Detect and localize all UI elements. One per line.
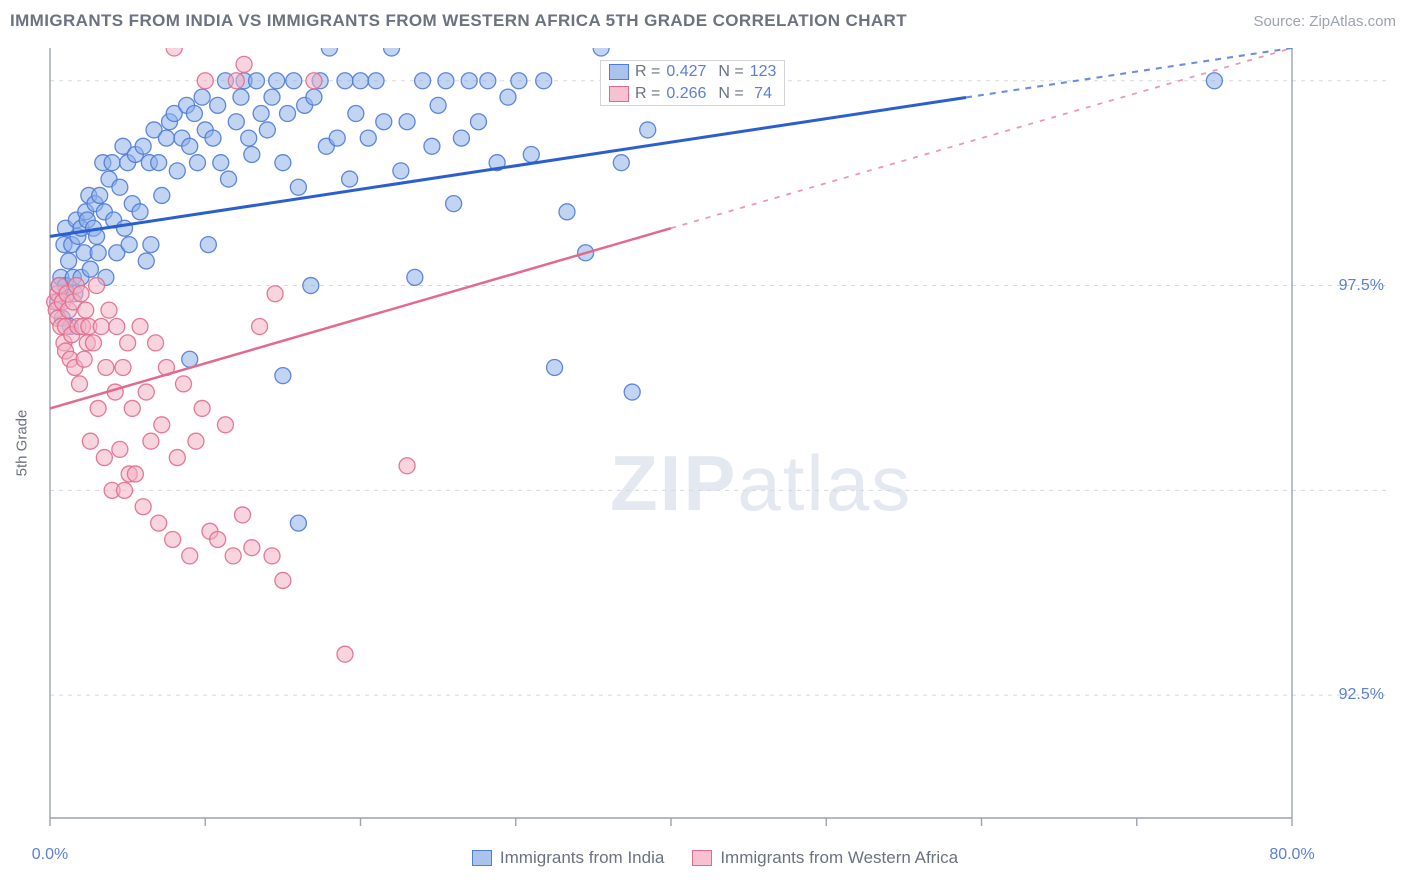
- x-tick-label: 0.0%: [32, 846, 68, 864]
- legend-swatch: [472, 850, 492, 866]
- series-legend-label: Immigrants from India: [500, 848, 664, 868]
- chart-title: IMMIGRANTS FROM INDIA VS IMMIGRANTS FROM…: [10, 11, 907, 31]
- y-axis-label: 5th Grade: [14, 410, 31, 477]
- series-legend: Immigrants from India Immigrants from Wes…: [40, 848, 1390, 868]
- x-tick-labels: 0.0%80.0%: [40, 48, 1390, 838]
- chart-source: Source: ZipAtlas.com: [1253, 13, 1396, 30]
- chart-header: IMMIGRANTS FROM INDIA VS IMMIGRANTS FROM…: [0, 0, 1406, 42]
- legend-swatch: [692, 850, 712, 866]
- series-legend-item: Immigrants from Western Africa: [692, 848, 958, 868]
- x-tick-label: 80.0%: [1269, 846, 1314, 864]
- series-legend-label: Immigrants from Western Africa: [720, 848, 958, 868]
- series-legend-item: Immigrants from India: [472, 848, 664, 868]
- plot-area: 5th Grade ZIPatlas R = 0.427 N = 123 R =…: [40, 48, 1390, 838]
